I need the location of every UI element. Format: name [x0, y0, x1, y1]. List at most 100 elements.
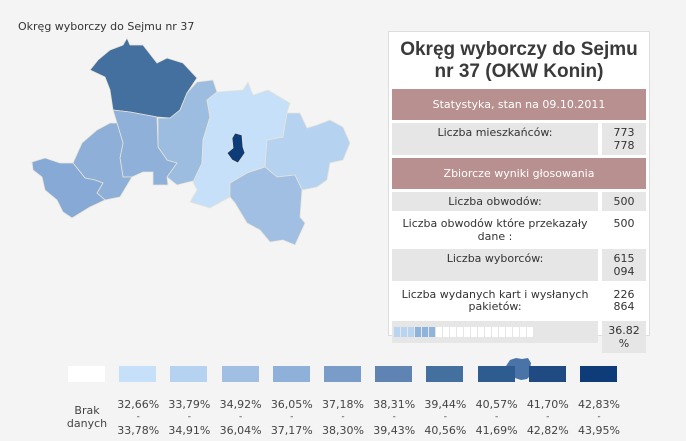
legend-label: 42,83% - 43,95% — [573, 398, 625, 437]
progress-segment — [436, 327, 442, 337]
legend-label: 37,18% - 38,30% — [317, 398, 369, 437]
legend-from: 38,31% — [373, 398, 416, 411]
legend-label: 34,92% - 36,04% — [215, 398, 267, 437]
legend-swatch — [375, 366, 413, 382]
districts-row: Liczba obwodów: 500 — [392, 192, 646, 211]
progress-segment — [471, 327, 477, 337]
map-region-far-west[interactable] — [31, 157, 106, 219]
legend-swatch — [170, 366, 208, 382]
legend-dash: - — [136, 412, 140, 422]
districts-label: Liczba obwodów: — [392, 192, 598, 211]
legend-swatch — [528, 366, 566, 382]
map-region-konin-city[interactable] — [226, 132, 246, 164]
voters-label: Liczba wyborców: — [392, 249, 598, 281]
progress-segment — [506, 327, 512, 337]
legend-to: 40,56% — [424, 424, 467, 437]
legend-swatch — [68, 366, 105, 382]
legend-dash: - — [290, 412, 294, 422]
legend-swatch — [580, 366, 617, 382]
legend-swatch — [426, 366, 464, 382]
districts-value: 500 — [602, 192, 646, 211]
progress-segment — [492, 327, 498, 337]
progress-segment — [513, 327, 519, 337]
progress-segment — [478, 327, 484, 337]
legend-from: 32,66% — [117, 398, 160, 411]
legend-dash: - — [238, 412, 243, 422]
progress-segment — [429, 327, 435, 337]
progress-segment — [450, 327, 456, 337]
legend-from: 34,92% — [219, 398, 262, 411]
progress-segment — [401, 327, 407, 337]
district-info-panel: Okręg wyborczy do Sejmu nr 37 (OKW Konin… — [388, 31, 650, 380]
progress-segment — [499, 327, 505, 337]
progress-segment — [394, 327, 400, 337]
legend-from: 37,18% — [322, 398, 364, 411]
legend-dash: - — [494, 412, 499, 422]
legend-to: 41,69% — [475, 424, 518, 437]
legend-label: 38,31% - 39,43% — [368, 398, 420, 437]
legend-to: 39,43% — [373, 424, 416, 437]
legend-to: 37,17% — [270, 424, 313, 437]
turnout-value: 36.82 % — [602, 321, 646, 353]
legend-to: 36,04% — [219, 424, 262, 437]
progress-segment — [443, 327, 449, 337]
legend-dash: - — [187, 412, 192, 422]
stats-header: Statystyka, stan na 09.10.2011 — [392, 89, 646, 120]
legend-swatch — [272, 366, 310, 382]
legend-to: 42,82% — [526, 424, 569, 437]
progress-segment — [408, 327, 414, 337]
legend-to: 43,95% — [578, 424, 620, 437]
legend-from: 42,83% — [578, 398, 620, 411]
map-region-north[interactable] — [89, 37, 198, 119]
legend-label: 33,79% - 34,91% — [163, 398, 215, 437]
legend-label: 32,66% - 33,78% — [112, 398, 164, 437]
legend-from: Brak — [74, 404, 100, 417]
reported-label: Liczba obwodów które przekazały dane : — [402, 217, 588, 243]
voters-value: 615 094 — [602, 249, 646, 281]
progress-segment — [527, 327, 533, 337]
ballots-value: 226 864 — [613, 288, 635, 313]
turnout-progress-bar — [392, 321, 598, 343]
legend-swatch — [324, 366, 361, 382]
legend-dash: - — [443, 412, 448, 422]
voters-row: Liczba wyborców: 615 094 — [392, 249, 646, 281]
progress-segment — [464, 327, 470, 337]
legend-to: danych — [66, 417, 108, 430]
legend-from: 39,44% — [424, 398, 467, 411]
progress-segment — [485, 327, 491, 337]
residents-label: Liczba mieszkańców: — [392, 123, 598, 155]
legend-from: 36,05% — [270, 398, 313, 411]
residents-row: Liczba mieszkańców: 773 778 — [392, 123, 646, 155]
legend-label: 41,70% - 42,82% — [522, 398, 574, 437]
progress-segment — [415, 327, 421, 337]
map-title: Okręg wyborczy do Sejmu nr 37 — [18, 20, 195, 33]
legend-to: 34,91% — [168, 424, 211, 437]
legend-from: 40,57% — [475, 398, 518, 411]
legend-swatch — [221, 366, 259, 382]
legend-from: 41,70% — [526, 398, 569, 411]
map-region-east[interactable] — [264, 112, 351, 191]
progress-segment — [520, 327, 526, 337]
ballots-label: Liczba wydanych kart i wysłanych pakietó… — [401, 288, 589, 313]
results-header: Zbiorcze wyniki głosowania — [392, 158, 646, 189]
progress-segment — [457, 327, 463, 337]
legend-label: 39,44% - 40,56% — [419, 398, 471, 437]
legend-to: 33,78% — [117, 424, 160, 437]
legend-dash: - — [392, 412, 396, 422]
map-region-south[interactable] — [229, 166, 306, 246]
turnout-row: 36.82 % — [392, 321, 646, 353]
legend-label: 36,05% - 37,17% — [266, 398, 318, 437]
legend-label: Brak danych — [61, 404, 113, 430]
legend-label: 40,57% - 41,69% — [471, 398, 523, 437]
legend-from: 33,79% — [168, 398, 211, 411]
district-map — [31, 37, 351, 246]
reported-row: Liczba obwodów które przekazały dane : 5… — [392, 214, 646, 246]
legend-dash: - — [341, 412, 345, 422]
residents-value: 773 778 — [602, 123, 646, 155]
legend-swatch — [477, 366, 515, 382]
ballots-row: Liczba wydanych kart i wysłanych pakietó… — [392, 284, 646, 318]
panel-title: Okręg wyborczy do Sejmu nr 37 (OKW Konin… — [400, 39, 638, 82]
reported-value: 500 — [613, 217, 635, 230]
legend-swatch — [119, 366, 157, 382]
progress-segment — [422, 327, 428, 337]
